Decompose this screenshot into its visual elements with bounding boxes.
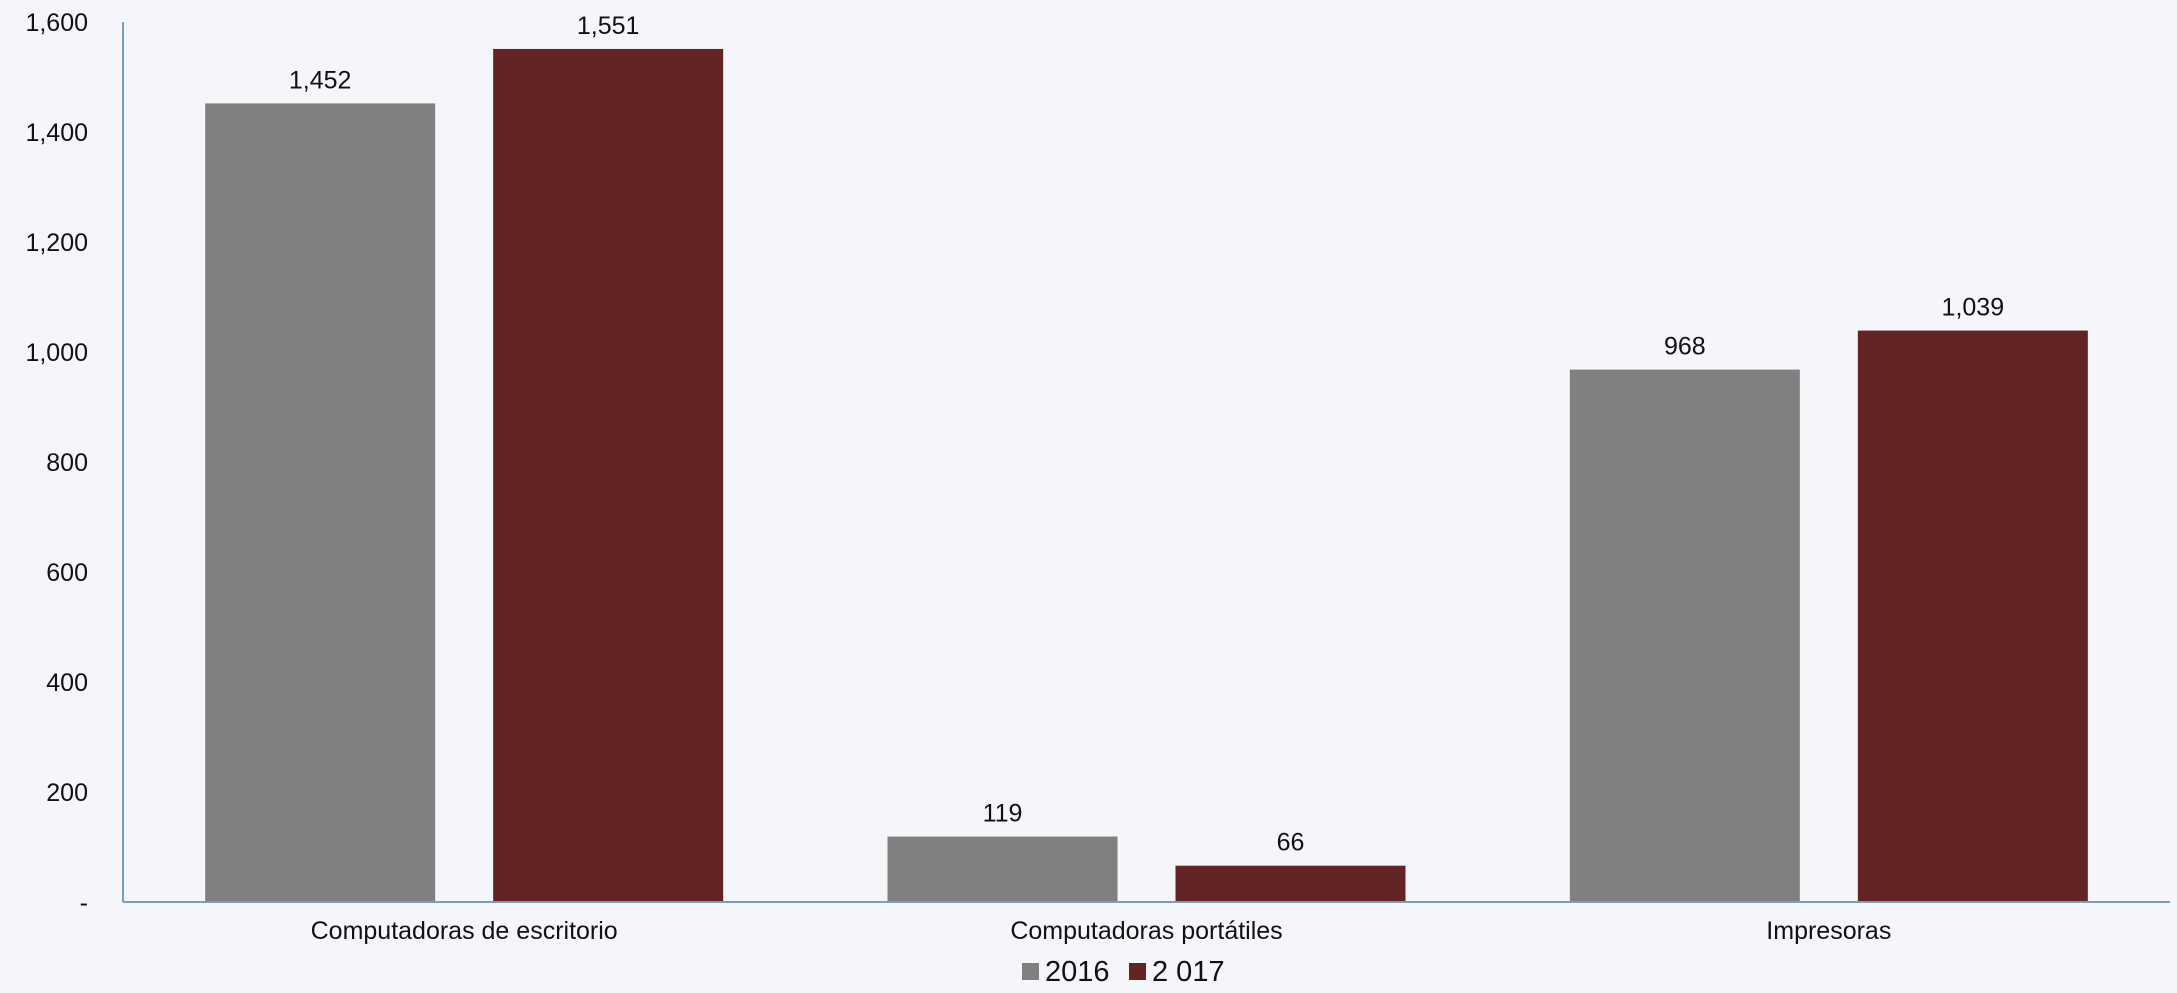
data-label: 1,551 [577, 12, 640, 40]
data-label: 119 [983, 800, 1023, 828]
x-category-label: Computadoras de escritorio [311, 917, 618, 945]
bar-2017-0 [493, 48, 724, 902]
legend-swatch [1022, 963, 1039, 980]
legend-swatch [1129, 963, 1146, 980]
data-label: 1,452 [289, 66, 352, 94]
bar-2016-1 [887, 836, 1118, 902]
y-tick-label: 1,400 [25, 119, 88, 147]
y-tick-label: 1,200 [25, 229, 88, 257]
data-labels: 1,452 1,551 119 66 968 1,039 [289, 12, 2004, 857]
y-tick-label: 1,600 [25, 9, 88, 37]
legend-label: 2016 [1045, 956, 1110, 988]
legend: 2016 2 017 [1022, 956, 1225, 988]
y-tick-label: 1,000 [25, 339, 88, 367]
x-axis-categories: Computadoras de escritorio Computadoras p… [311, 917, 1892, 945]
data-label: 968 [1664, 333, 1706, 361]
bar-2016-2 [1569, 369, 1800, 903]
data-label: 1,039 [1942, 294, 2005, 322]
legend-label: 2 017 [1152, 956, 1225, 988]
y-tick-label: 600 [46, 559, 88, 587]
x-category-label: Impresoras [1766, 917, 1891, 945]
y-tick-label: 200 [46, 779, 88, 807]
bar-2017-1 [1175, 865, 1406, 902]
y-tick-label: 800 [46, 449, 88, 477]
bar-2017-2 [1857, 330, 2088, 902]
x-category-label: Computadoras portátiles [1010, 917, 1282, 945]
bar-2016-0 [205, 103, 436, 902]
bars [205, 48, 2088, 903]
y-tick-label: - [80, 889, 88, 917]
y-axis-ticks: - 200 400 600 800 1,000 1,200 1,400 1,600 [25, 9, 88, 917]
y-tick-label: 400 [46, 669, 88, 697]
data-label: 66 [1277, 829, 1305, 857]
